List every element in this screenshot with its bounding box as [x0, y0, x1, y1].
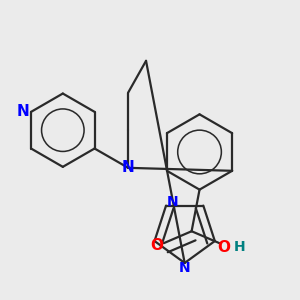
Text: N: N — [179, 261, 190, 275]
Text: N: N — [167, 195, 179, 208]
Text: N: N — [122, 160, 135, 175]
Text: O: O — [217, 240, 230, 255]
Text: H: H — [233, 240, 245, 254]
Text: N: N — [17, 104, 29, 119]
Text: O: O — [150, 238, 164, 253]
